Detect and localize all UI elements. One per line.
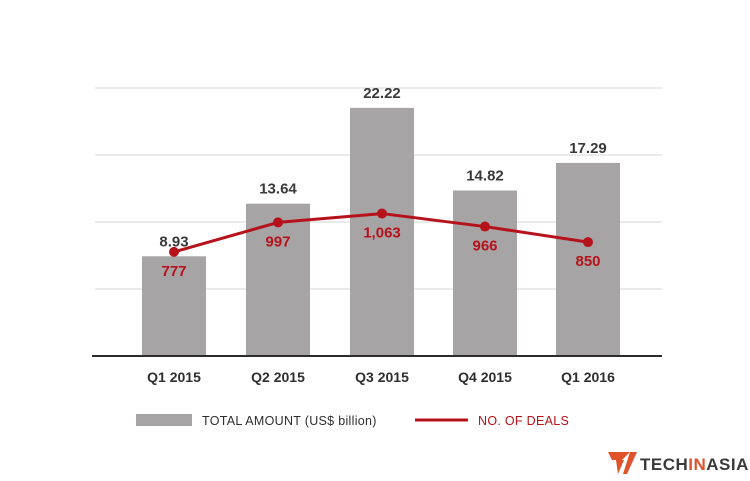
deals-point (273, 217, 283, 228)
bar-value-label: 8.93 (159, 233, 188, 250)
x-tick-labels: Q1 2015 Q2 2015 Q3 2015 Q4 2015 Q1 2016 (147, 369, 615, 385)
deals-point (480, 221, 490, 232)
deals-value-label: 777 (161, 263, 186, 280)
x-tick-label: Q3 2015 (355, 369, 409, 385)
legend-bar-swatch (136, 414, 192, 426)
bar-q4-2015 (453, 190, 517, 356)
deals-line-series (169, 208, 593, 257)
deals-point (583, 237, 593, 248)
bar-q3-2015 (350, 107, 414, 356)
bar-value-label: 17.29 (569, 140, 607, 157)
deals-value-labels: 777 997 1,063 966 850 (161, 225, 600, 280)
x-tick-label: Q4 2015 (458, 369, 512, 385)
deals-value-label: 850 (575, 253, 600, 270)
x-tick-label: Q2 2015 (251, 369, 305, 385)
bar-value-label: 13.64 (259, 181, 297, 198)
bar-value-labels: 8.93 13.64 22.22 14.82 17.29 (159, 85, 606, 250)
deals-point (377, 208, 387, 219)
x-tick-label: Q1 2016 (561, 369, 615, 385)
deals-value-label: 1,063 (363, 225, 401, 242)
deals-point (169, 246, 179, 257)
bar-value-label: 14.82 (466, 168, 504, 185)
x-tick-label: Q1 2015 (147, 369, 201, 385)
bar-value-label: 22.22 (363, 85, 401, 102)
deals-value-label: 966 (472, 238, 497, 255)
legend-line-label: NO. OF DEALS (478, 414, 569, 428)
bar-series (142, 107, 620, 356)
logo-mark-icon (608, 452, 637, 474)
bar-q1-2015 (142, 256, 206, 356)
legend-bar-label: TOTAL AMOUNT (US$ billion) (202, 414, 377, 428)
techinasia-logo: TECHINASIA (608, 452, 749, 474)
bar-q1-2016 (556, 162, 620, 356)
legend: TOTAL AMOUNT (US$ billion) NO. OF DEALS (136, 414, 569, 428)
logo-text: TECHINASIA (640, 455, 749, 474)
deals-value-label: 997 (265, 233, 290, 250)
